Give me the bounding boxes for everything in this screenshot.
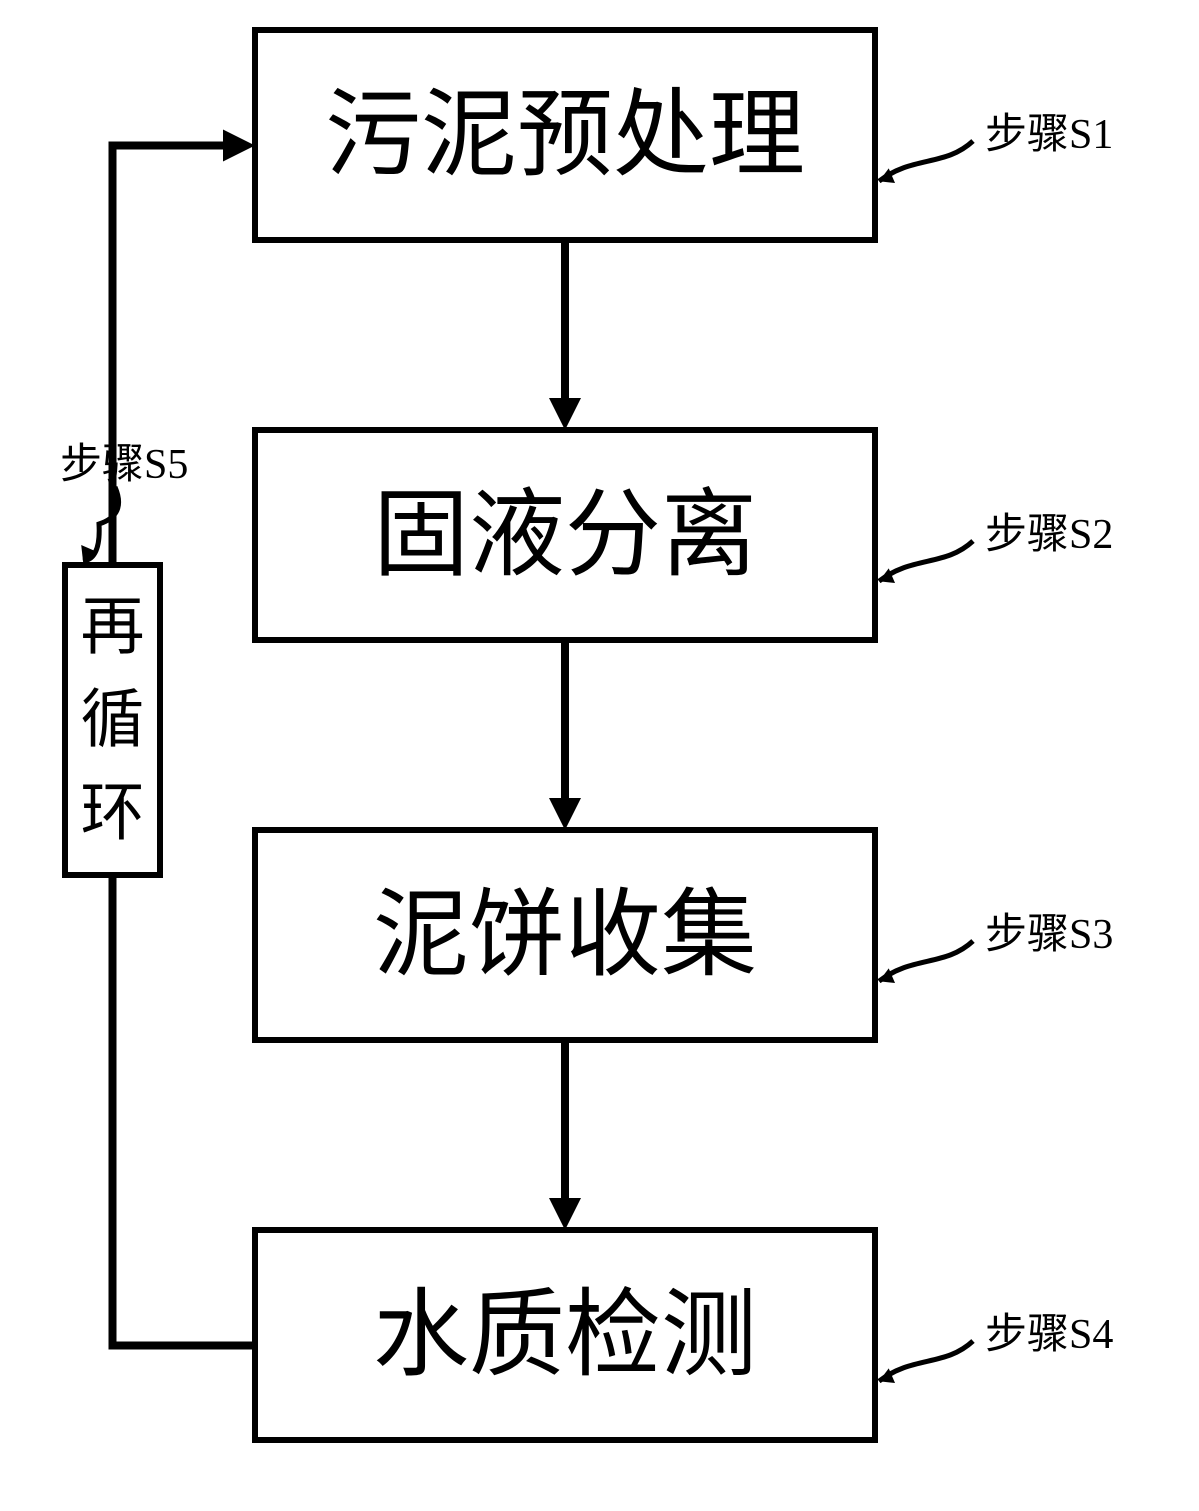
node-s1-label: 污泥预处理 — [325, 82, 805, 189]
squiggle-s3 — [879, 941, 973, 981]
step-label-s1: 步骤S1 — [985, 112, 1113, 158]
arrow-head — [223, 130, 255, 162]
arrow-head — [549, 1198, 581, 1230]
node-s5-label: 再 — [81, 592, 145, 663]
step-label-s5: 步骤S5 — [60, 442, 188, 488]
squiggle-s4 — [879, 1341, 973, 1381]
squiggle-s2 — [879, 541, 973, 581]
node-s3-label: 泥饼收集 — [373, 882, 757, 989]
node-s2-label: 固液分离 — [373, 482, 757, 589]
step-label-s3: 步骤S3 — [985, 912, 1113, 958]
arrow-head — [549, 798, 581, 830]
edge-s4-s5 — [113, 875, 256, 1346]
node-s5-label: 循 — [81, 685, 145, 756]
node-s5-label: 环 — [81, 777, 145, 848]
edge-s5-s1 — [113, 146, 243, 566]
step-label-s2: 步骤S2 — [985, 512, 1113, 558]
arrow-head — [549, 398, 581, 430]
squiggle-s1 — [879, 141, 973, 181]
step-label-s4: 步骤S4 — [985, 1312, 1113, 1358]
node-s4-label: 水质检测 — [373, 1282, 757, 1389]
